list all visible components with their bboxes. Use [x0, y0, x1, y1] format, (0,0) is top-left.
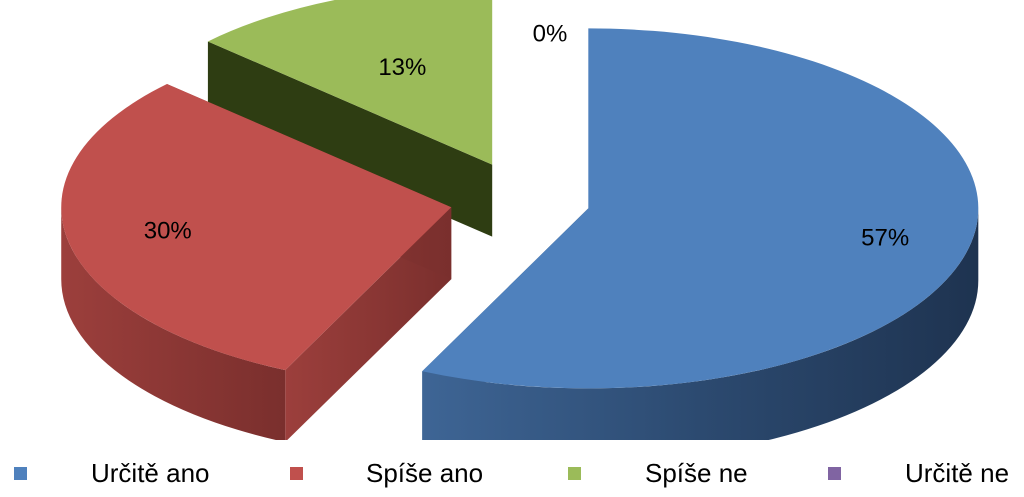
- slice-top: [422, 28, 979, 389]
- legend-swatch: [290, 467, 303, 480]
- legend-swatch: [14, 467, 27, 480]
- slice-outer-wall: [422, 208, 979, 440]
- pie-slice-2: [207, 0, 493, 237]
- legend-label: Spíše ano: [366, 458, 484, 488]
- legend-item-spise-ne: Spíše ne: [568, 458, 748, 489]
- pie-slice-1: [61, 83, 452, 440]
- slice-side-face: [207, 41, 493, 237]
- data-label: 30%: [144, 218, 192, 245]
- legend-item-urcite-ne: Určitě ne: [828, 458, 1009, 489]
- slice-side-face: [285, 207, 452, 440]
- legend: Určitě ano Spíše ano Spíše ne Určitě ne: [0, 458, 1024, 494]
- data-label: 0%: [533, 20, 568, 47]
- pie-chart: 57% 30% 13% 0%: [61, 0, 979, 440]
- legend-label: Spíše ne: [645, 458, 748, 488]
- legend-item-urcite-ano: Určitě ano: [14, 458, 210, 489]
- slice-outer-wall: [61, 207, 286, 440]
- legend-swatch: [828, 467, 841, 480]
- legend-item-spise-ano: Spíše ano: [290, 458, 483, 489]
- slice-top: [207, 0, 493, 165]
- pie-slice-0: [422, 28, 979, 440]
- data-label: 13%: [378, 54, 426, 81]
- slice-top: [61, 83, 452, 371]
- legend-label: Určitě ano: [91, 458, 210, 488]
- data-label: 57%: [861, 224, 909, 251]
- legend-swatch: [568, 467, 581, 480]
- legend-label: Určitě ne: [905, 458, 1010, 488]
